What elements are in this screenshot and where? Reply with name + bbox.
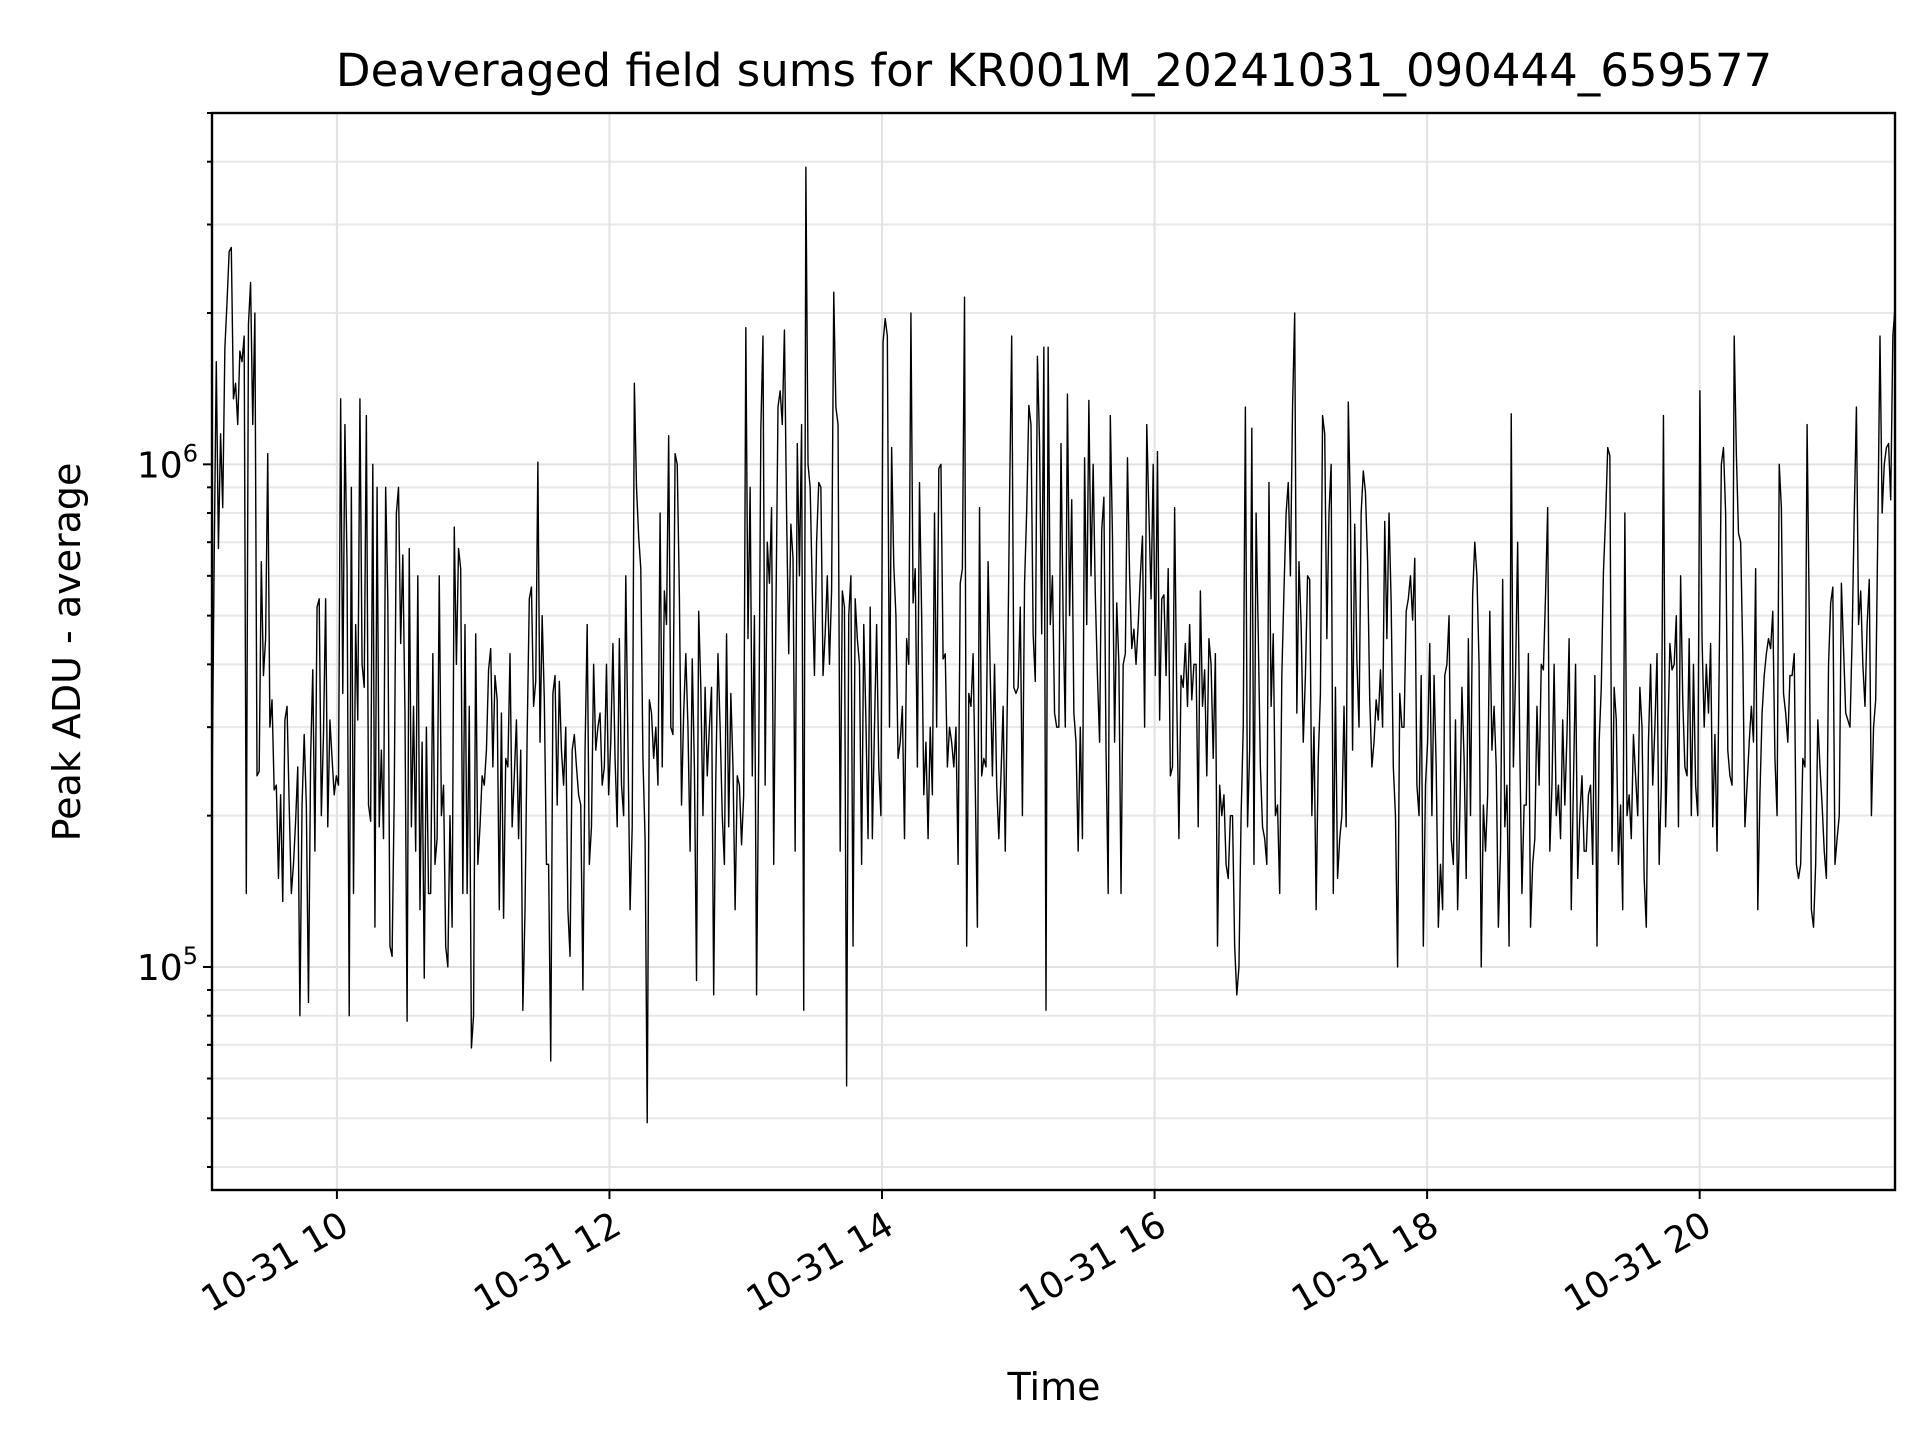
y-axis-label: Peak ADU - average	[45, 463, 89, 842]
plot-area	[211, 166, 1896, 1124]
chart-title: Deaveraged field sums for KR001M_2024103…	[336, 44, 1772, 97]
axes-frame	[210, 111, 1897, 1192]
x-axis-label: Time	[1007, 1365, 1101, 1409]
y-tick-label: 106	[137, 439, 198, 486]
y-axis: 105 106	[137, 112, 212, 1169]
series-line	[211, 166, 1896, 1124]
y-tick-label: 105	[137, 942, 198, 989]
